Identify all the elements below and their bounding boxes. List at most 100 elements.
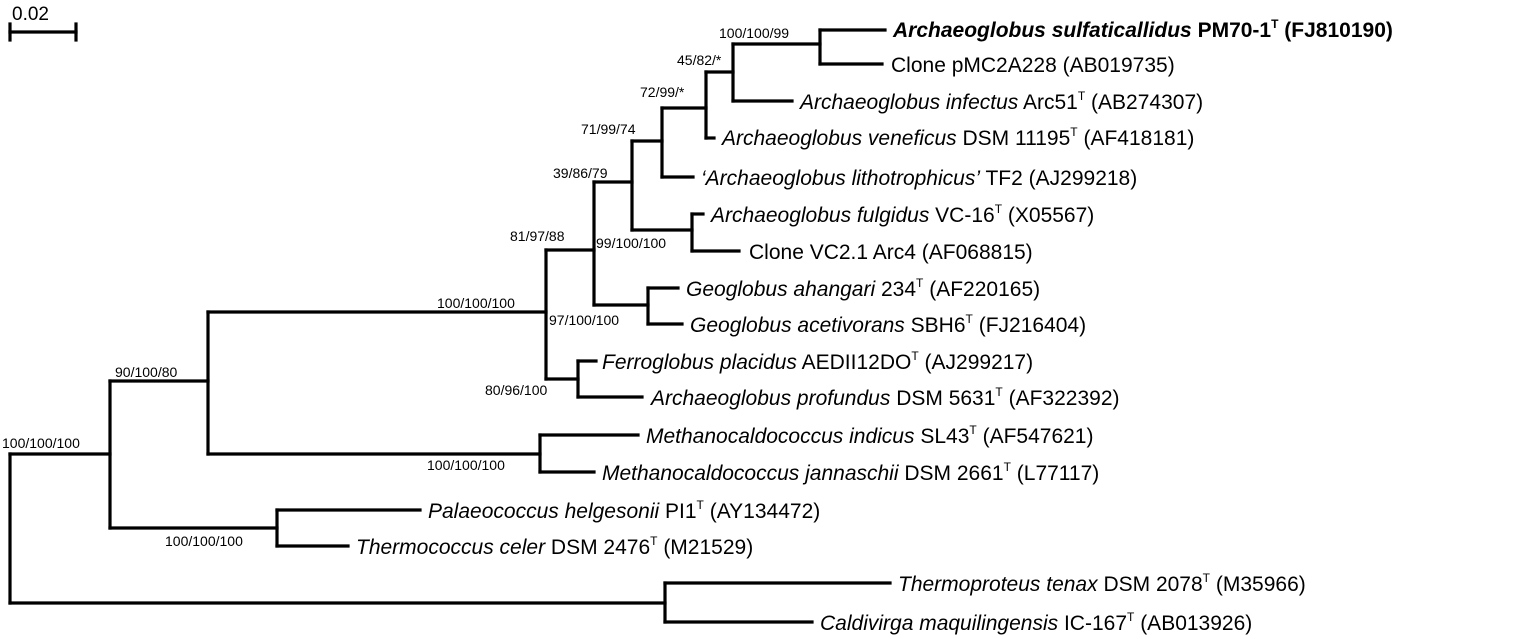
- type-strain-marker: T: [1078, 89, 1086, 103]
- support-n100a: 100/100/100: [437, 295, 515, 311]
- support-n100top: 100/100/99: [719, 25, 789, 41]
- taxon-name: Archaeoglobus fulgidus: [709, 204, 930, 227]
- taxon-strain: VC-16: [935, 204, 995, 227]
- taxon-name: Thermoproteus tenax: [898, 573, 1099, 596]
- taxon-accession: (AF068815): [922, 241, 1033, 264]
- support-n45: 45/82/*: [677, 52, 722, 68]
- support-root: 100/100/100: [2, 435, 80, 451]
- type-strain-marker: T: [911, 349, 919, 363]
- taxon-strain: DSM 2078: [1103, 573, 1202, 596]
- taxon-labels: Archaeoglobus sulfaticallidus PM70-1T (F…: [356, 17, 1393, 635]
- taxon-accession: (AF322392): [1009, 387, 1120, 410]
- taxon-clone-pmc2a228: Clone pMC2A228 (AB019735): [891, 54, 1175, 77]
- taxon-archaeoglobus-infectus: Archaeoglobus infectus Arc51T (AB274307): [798, 89, 1203, 114]
- taxon-archaeoglobus-veneficus: Archaeoglobus veneficus DSM 11195T (AF41…: [720, 125, 1194, 150]
- taxon-accession: (L77117): [1017, 462, 1100, 485]
- taxon-archaeoglobus-fulgidus: Archaeoglobus fulgidus VC-16T (X05567): [709, 202, 1094, 227]
- taxon-name: Thermococcus celer: [356, 536, 546, 559]
- type-strain-marker: T: [969, 423, 977, 437]
- taxon-accession: (AB013926): [1140, 612, 1252, 635]
- taxon-strain: DSM 2476: [551, 536, 650, 559]
- taxon-strain: PM70-1: [1198, 19, 1272, 42]
- type-strain-marker: T: [1271, 17, 1279, 31]
- type-strain-marker: T: [1070, 125, 1078, 139]
- support-n97: 97/100/100: [549, 312, 619, 328]
- scale-bar: 0.02: [8, 4, 78, 42]
- taxon-name: Methanocaldococcus jannaschii: [602, 462, 900, 485]
- taxon-geoglobus-acetivorans: Geoglobus acetivorans SBH6T (FJ216404): [690, 312, 1086, 337]
- scale-bar-label: 0.02: [12, 4, 49, 25]
- type-strain-marker: T: [1127, 610, 1135, 624]
- taxon-name: Geoglobus ahangari: [686, 278, 876, 301]
- taxon-accession: (AB019735): [1063, 54, 1175, 77]
- support-n72: 72/99/*: [640, 84, 685, 100]
- taxon-strain: DSM 11195: [963, 127, 1071, 150]
- taxon-name: Ferroglobus placidus: [602, 351, 797, 374]
- taxon-accession: (FJ810190): [1284, 19, 1393, 42]
- taxon-methanocaldococcus-indicus: Methanocaldococcus indicus SL43T (AF5476…: [646, 423, 1093, 448]
- taxon-ferroglobus-placidus: Ferroglobus placidus AEDII12DOT (AJ29921…: [602, 349, 1033, 374]
- taxon-strain: SBH6: [911, 314, 966, 337]
- taxon-strain: Clone pMC2A228: [891, 54, 1057, 77]
- taxon-strain: Arc51: [1023, 91, 1078, 114]
- taxon-accession: (AF418181): [1083, 127, 1194, 150]
- taxon-strain: PI1: [665, 500, 697, 523]
- type-strain-marker: T: [966, 312, 974, 326]
- taxon-archaeoglobus-lithotrophicus: ‘Archaeoglobus lithotrophicus’ TF2 (AJ29…: [701, 167, 1137, 190]
- support-n90: 90/100/80: [115, 364, 177, 380]
- type-strain-marker: T: [697, 498, 705, 512]
- taxon-strain: AEDII12DO: [802, 351, 912, 374]
- type-strain-marker: T: [916, 276, 924, 290]
- taxon-strain: Clone VC2.1 Arc4: [749, 241, 916, 264]
- taxon-name: ‘Archaeoglobus lithotrophicus’: [701, 167, 980, 190]
- support-palaeococcus: 100/100/100: [165, 533, 243, 549]
- taxon-strain: 234: [881, 278, 916, 301]
- taxon-accession: (X05567): [1008, 204, 1094, 227]
- taxon-archaeoglobus-sulfaticallidus: Archaeoglobus sulfaticallidus PM70-1T (F…: [892, 17, 1393, 42]
- type-strain-marker: T: [650, 534, 658, 548]
- taxon-accession: (AB274307): [1091, 91, 1203, 114]
- taxon-accession: (AJ299218): [1029, 167, 1138, 190]
- taxon-strain: TF2: [985, 167, 1022, 190]
- taxon-name: Archaeoglobus profundus: [649, 387, 891, 410]
- type-strain-marker: T: [995, 202, 1003, 216]
- taxon-name: Archaeoglobus infectus: [798, 91, 1019, 114]
- taxon-accession: (AF547621): [983, 425, 1094, 448]
- taxon-name: Caldivirga maquilingensis: [820, 612, 1059, 635]
- type-strain-marker: T: [995, 385, 1003, 399]
- taxon-accession: (M21529): [663, 536, 753, 559]
- taxon-name: Methanocaldococcus indicus: [646, 425, 915, 448]
- taxon-strain: DSM 2661: [904, 462, 1003, 485]
- taxon-accession: (AY134472): [710, 500, 821, 523]
- taxon-name: Palaeococcus helgesonii: [428, 500, 660, 523]
- support-methanocaldococcus: 100/100/100: [427, 457, 505, 473]
- support-n39: 39/86/79: [553, 165, 608, 181]
- taxon-accession: (AJ299217): [925, 351, 1034, 374]
- taxon-name: Geoglobus acetivorans: [690, 314, 905, 337]
- support-values: 100/100/100 90/100/80 100/100/100 81/97/…: [2, 25, 789, 549]
- type-strain-marker: T: [1004, 460, 1012, 474]
- taxon-strain: IC-167: [1064, 612, 1127, 635]
- taxon-archaeoglobus-profundus: Archaeoglobus profundus DSM 5631T (AF322…: [649, 385, 1120, 410]
- taxon-name: Archaeoglobus sulfaticallidus: [892, 19, 1192, 42]
- taxon-strain: DSM 5631: [896, 387, 995, 410]
- taxon-thermoproteus-tenax: Thermoproteus tenax DSM 2078T (M35966): [898, 571, 1306, 596]
- taxon-name: Archaeoglobus veneficus: [720, 127, 957, 150]
- taxon-thermococcus-celer: Thermococcus celer DSM 2476T (M21529): [356, 534, 753, 559]
- taxon-clone-vc2-1-arc4: Clone VC2.1 Arc4 (AF068815): [749, 241, 1033, 264]
- taxon-methanocaldococcus-jannaschii: Methanocaldococcus jannaschii DSM 2661T …: [602, 460, 1099, 485]
- taxon-accession: (FJ216404): [979, 314, 1086, 337]
- taxon-accession: (AF220165): [929, 278, 1040, 301]
- taxon-strain: SL43: [920, 425, 969, 448]
- taxon-geoglobus-ahangari: Geoglobus ahangari 234T (AF220165): [686, 276, 1040, 301]
- taxon-caldivirga-maquilingensis: Caldivirga maquilingensis IC-167T (AB013…: [820, 610, 1252, 635]
- taxon-palaeococcus-helgesonii: Palaeococcus helgesonii PI1T (AY134472): [428, 498, 820, 523]
- support-n99: 99/100/100: [596, 235, 666, 251]
- tree-branches: [8, 28, 892, 624]
- support-n71: 71/99/74: [581, 121, 636, 137]
- taxon-accession: (M35966): [1216, 573, 1306, 596]
- type-strain-marker: T: [1203, 571, 1211, 585]
- support-n80: 80/96/100: [485, 382, 547, 398]
- support-n81: 81/97/88: [510, 228, 565, 244]
